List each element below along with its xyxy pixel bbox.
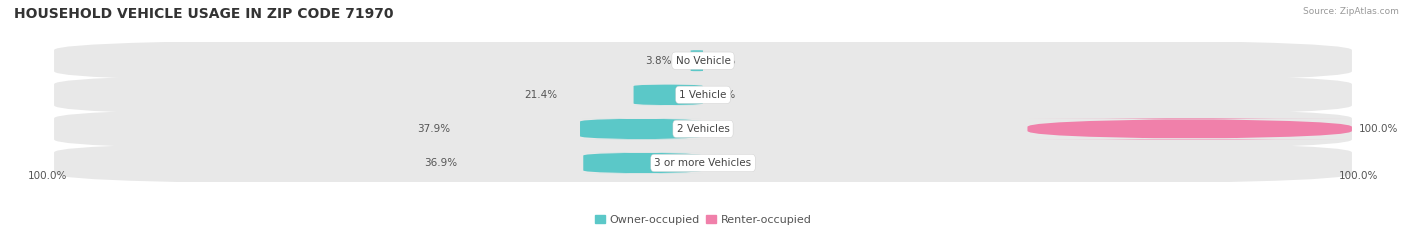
Text: 3.8%: 3.8% [645, 56, 672, 66]
FancyBboxPatch shape [581, 118, 703, 140]
Text: 2 Vehicles: 2 Vehicles [676, 124, 730, 134]
FancyBboxPatch shape [634, 84, 703, 105]
Text: 100.0%: 100.0% [1358, 124, 1398, 134]
Text: 1 Vehicle: 1 Vehicle [679, 90, 727, 100]
Text: 36.9%: 36.9% [425, 158, 457, 168]
Legend: Owner-occupied, Renter-occupied: Owner-occupied, Renter-occupied [591, 210, 815, 229]
FancyBboxPatch shape [1028, 118, 1353, 140]
FancyBboxPatch shape [53, 142, 1353, 184]
Text: 100.0%: 100.0% [28, 171, 67, 181]
FancyBboxPatch shape [583, 152, 703, 174]
Text: Source: ZipAtlas.com: Source: ZipAtlas.com [1303, 7, 1399, 16]
Text: No Vehicle: No Vehicle [675, 56, 731, 66]
Text: 21.4%: 21.4% [524, 90, 558, 100]
FancyBboxPatch shape [690, 50, 703, 71]
Text: 0.0%: 0.0% [710, 90, 735, 100]
Text: 0.0%: 0.0% [710, 158, 735, 168]
Text: HOUSEHOLD VEHICLE USAGE IN ZIP CODE 71970: HOUSEHOLD VEHICLE USAGE IN ZIP CODE 7197… [14, 7, 394, 21]
Text: 37.9%: 37.9% [418, 124, 450, 134]
Text: 0.0%: 0.0% [710, 56, 735, 66]
FancyBboxPatch shape [53, 40, 1353, 82]
Text: 100.0%: 100.0% [1339, 171, 1378, 181]
FancyBboxPatch shape [53, 74, 1353, 116]
Text: 3 or more Vehicles: 3 or more Vehicles [654, 158, 752, 168]
FancyBboxPatch shape [53, 108, 1353, 150]
